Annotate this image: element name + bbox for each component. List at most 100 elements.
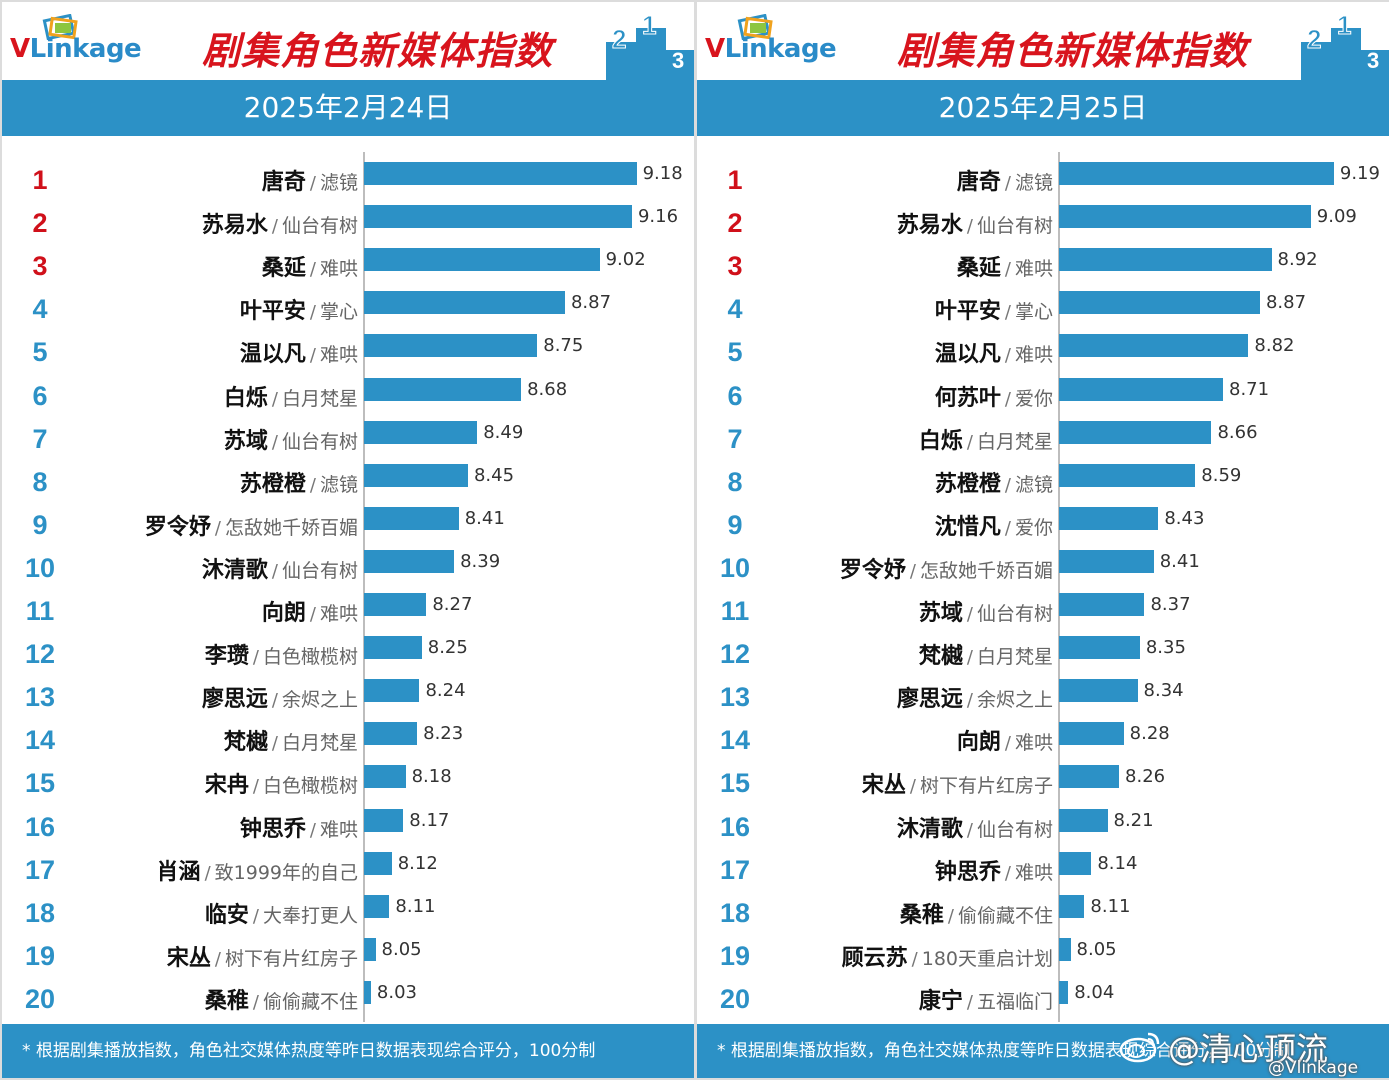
ranking-row: 10 沐清歌 / 仙台有树 8.39	[2, 544, 694, 587]
drama-title: 怎敌她千娇百媚	[919, 559, 1053, 582]
score-bar	[364, 549, 455, 573]
ranking-row: 5 温以凡 / 难哄 8.82	[697, 328, 1389, 371]
left-panel: VLinkage 剧集角色新媒体指数 2 1 3 2025年2月24日 1 唐奇 /…	[2, 2, 694, 1078]
row-label: 沐清歌 / 仙台有树	[202, 552, 358, 584]
label-separator: /	[271, 216, 278, 238]
row-label: 宋丛 / 树下有片红房子	[167, 940, 358, 972]
rank-number: 19	[24, 940, 56, 971]
score-bar	[364, 722, 418, 746]
score-bar	[364, 506, 459, 530]
row-label: 桑延 / 难哄	[957, 250, 1053, 282]
chart-axis	[1058, 152, 1060, 1022]
score-value: 8.92	[1277, 249, 1318, 271]
drama-title: 180天重启计划	[921, 947, 1053, 970]
drama-title: 仙台有树	[976, 603, 1053, 625]
score-bar	[364, 463, 468, 487]
character-name: 临安	[204, 902, 249, 928]
svg-text:1: 1	[642, 10, 656, 40]
rank-number: 15	[24, 768, 56, 799]
score-bar	[1059, 894, 1085, 918]
score-value: 8.27	[432, 594, 473, 615]
ranking-row: 19 顾云苏/180天重启计划 8.05	[697, 932, 1389, 975]
score-value: 8.39	[460, 550, 501, 572]
score-bar	[1059, 679, 1138, 703]
label-separator: /	[1004, 345, 1011, 367]
label-separator: /	[252, 776, 259, 798]
rank-number: 3	[727, 251, 743, 282]
footer-note: * 根据剧集播放指数，角色社交媒体热度等昨日数据表现综合评分，100分制	[2, 1024, 694, 1078]
score-bar	[364, 593, 427, 616]
character-name: 桑延	[956, 256, 1001, 282]
drama-title: 滤镜	[319, 172, 358, 194]
character-name: 桑稚	[204, 988, 249, 1014]
rank-number: 7	[727, 423, 743, 454]
label-separator: /	[1004, 862, 1011, 884]
ranking-row: 3 桑延 / 难哄 8.92	[697, 242, 1389, 285]
label-separator: /	[309, 345, 316, 367]
drama-title: 白月梵星	[976, 430, 1053, 453]
score-value: 8.05	[1076, 938, 1117, 960]
character-name: 沐清歌	[896, 816, 963, 842]
drama-title: 掌心	[1014, 301, 1053, 324]
score-value: 9.16	[637, 206, 679, 228]
score-value: 8.23	[423, 723, 464, 745]
row-label: 梵樾 / 白月梵星	[919, 638, 1053, 670]
ranking-row: 7 苏域 / 仙台有树 8.49	[2, 415, 694, 458]
drama-title: 滤镜	[319, 473, 358, 496]
character-name: 李瓒	[204, 644, 249, 670]
score-value: 8.68	[527, 378, 568, 400]
label-separator: /	[911, 948, 918, 970]
row-label: 宋冉 / 白色橄榄树	[205, 767, 358, 799]
drama-title: 白色橄榄树	[262, 775, 358, 798]
drama-title: 难哄	[319, 818, 358, 841]
label-separator: /	[309, 474, 316, 496]
score-value: 8.17	[409, 809, 450, 831]
ranking-row: 5 温以凡 / 难哄 8.75	[2, 328, 694, 371]
score-bar	[364, 765, 406, 789]
score-value: 8.43	[1164, 507, 1205, 529]
row-label: 叶平安 / 掌心	[240, 293, 358, 325]
row-label: 沐清歌 / 仙台有树	[897, 811, 1053, 843]
ranking-chart: 1 唐奇 / 滤镜 9.18 2 苏易水 / 仙台有树 9.16 3 桑延 / 难哄 9.02 4 叶平安 / 掌心…	[2, 136, 694, 1024]
rank-number: 4	[32, 294, 48, 325]
score-value: 8.87	[570, 292, 612, 314]
score-bar	[1059, 205, 1311, 229]
drama-title: 树下有片红房子	[919, 775, 1053, 798]
label-separator: /	[271, 733, 278, 755]
ranking-chart: 1 唐奇 / 滤镜 9.19 2 苏易水 / 仙台有树 9.09 3 桑延 / 难哄 8.92 4 叶平安 / 掌心…	[697, 136, 1389, 1024]
label-separator: /	[309, 604, 316, 625]
date-banner: 2025年2月25日	[697, 80, 1389, 136]
character-name: 向朗	[261, 601, 306, 626]
character-name: 沐清歌	[201, 557, 268, 583]
drama-title: 难哄	[1014, 344, 1053, 367]
ranking-row: 11 向朗 / 难哄 8.27	[2, 587, 694, 630]
podium-icon: 2 1 3	[1301, 10, 1389, 80]
label-separator: /	[271, 560, 278, 582]
ranking-row: 14 梵樾 / 白月梵星 8.23	[2, 716, 694, 759]
rank-number: 11	[720, 596, 750, 626]
row-label: 廖思远 / 余烬之上	[202, 681, 358, 713]
rank-number: 17	[719, 854, 751, 885]
score-value: 8.59	[1201, 464, 1242, 486]
score-value: 9.09	[1316, 206, 1357, 228]
score-value: 8.49	[483, 421, 524, 443]
score-value: 8.66	[1217, 421, 1258, 443]
report-title: 剧集角色新媒体指数	[897, 29, 1249, 73]
row-label: 何苏叶 / 爱你	[935, 380, 1053, 412]
svg-text:3: 3	[1367, 48, 1379, 73]
rank-number: 19	[719, 940, 751, 971]
score-value: 8.82	[1254, 335, 1295, 357]
logo-frames-icon	[42, 14, 78, 40]
label-separator: /	[309, 819, 316, 841]
label-separator: /	[966, 431, 973, 453]
label-separator: /	[252, 647, 259, 669]
score-value: 8.71	[1229, 378, 1270, 400]
label-separator: /	[309, 259, 316, 281]
drama-title: 五福临门	[976, 990, 1053, 1013]
character-name: 白烁	[918, 428, 963, 454]
character-name: 唐奇	[956, 170, 1001, 195]
label-separator: /	[1004, 474, 1011, 496]
report-title: 剧集角色新媒体指数	[202, 29, 554, 73]
row-label: 沈惜凡 / 爱你	[935, 509, 1053, 541]
score-value: 8.18	[411, 766, 452, 788]
